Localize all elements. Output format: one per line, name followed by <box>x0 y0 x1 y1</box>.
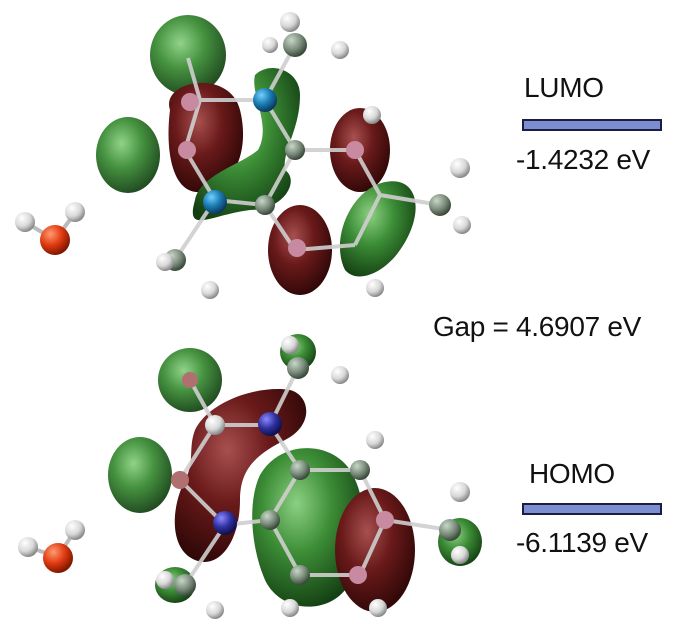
homo-energy: -6.1139 eV <box>516 527 648 558</box>
lumo-energy: -1.4232 eV <box>516 144 650 175</box>
homo-title: HOMO <box>529 458 615 489</box>
water-molecule-bottom <box>18 520 85 573</box>
gap-label: Gap = 4.6907 eV <box>433 311 642 342</box>
lumo-title: LUMO <box>524 72 604 103</box>
lumo-orbital <box>15 12 471 299</box>
homo-orbital <box>18 334 482 619</box>
lumo-level-bar <box>522 119 662 131</box>
homo-level-bar <box>522 503 662 515</box>
water-molecule-top <box>15 202 85 255</box>
